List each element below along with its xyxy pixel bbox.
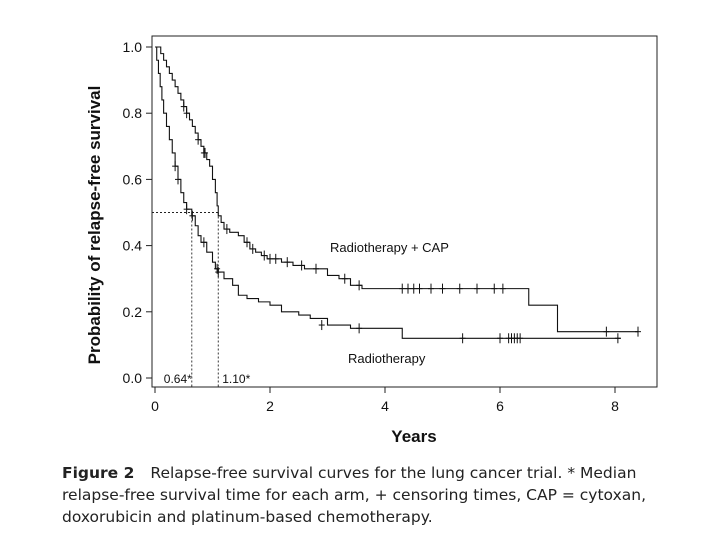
curve-radiotherapy bbox=[155, 46, 621, 339]
caption-text: Relapse-free survival curves for the lun… bbox=[62, 464, 646, 526]
censor-marks bbox=[172, 101, 641, 344]
figure-number: Figure 2 bbox=[62, 464, 135, 482]
series-label-combo: Radiotherapy + CAP bbox=[330, 240, 449, 255]
x-tick-label: 4 bbox=[381, 398, 389, 414]
median-label: 1.10* bbox=[222, 372, 250, 386]
x-tick-label: 8 bbox=[611, 398, 619, 414]
y-tick-label: 1.0 bbox=[123, 39, 143, 55]
series-label-radio: Radiotherapy bbox=[348, 351, 426, 366]
median-guides: 1.10* 0.64* bbox=[152, 212, 251, 387]
y-tick-label: 0.2 bbox=[123, 304, 143, 320]
survival-chart: 0 2 4 6 8 0.0 0.2 0.4 0.6 0.8 1.0 1.10* 0.64* Proba… bbox=[85, 35, 658, 446]
axis-ticks: 0 2 4 6 8 0.0 0.2 0.4 0.6 0.8 1.0 bbox=[123, 39, 620, 414]
figure-caption: Figure 2 Relapse-free survival curves for… bbox=[62, 462, 702, 528]
curve-radiotherapy-cap bbox=[155, 46, 638, 333]
x-tick-label: 6 bbox=[496, 398, 504, 414]
y-tick-label: 0.0 bbox=[123, 370, 143, 386]
y-tick-label: 0.6 bbox=[123, 171, 143, 187]
x-tick-label: 0 bbox=[151, 398, 159, 414]
plot-frame bbox=[151, 35, 658, 388]
series-curves bbox=[155, 46, 638, 339]
y-axis-title: Probability of relapse-free survival bbox=[85, 86, 104, 365]
y-tick-label: 0.4 bbox=[123, 238, 143, 254]
y-tick-label: 0.8 bbox=[123, 105, 143, 121]
x-tick-label: 2 bbox=[266, 398, 274, 414]
x-axis-title: Years bbox=[391, 427, 436, 446]
median-label: 0.64* bbox=[164, 372, 192, 386]
